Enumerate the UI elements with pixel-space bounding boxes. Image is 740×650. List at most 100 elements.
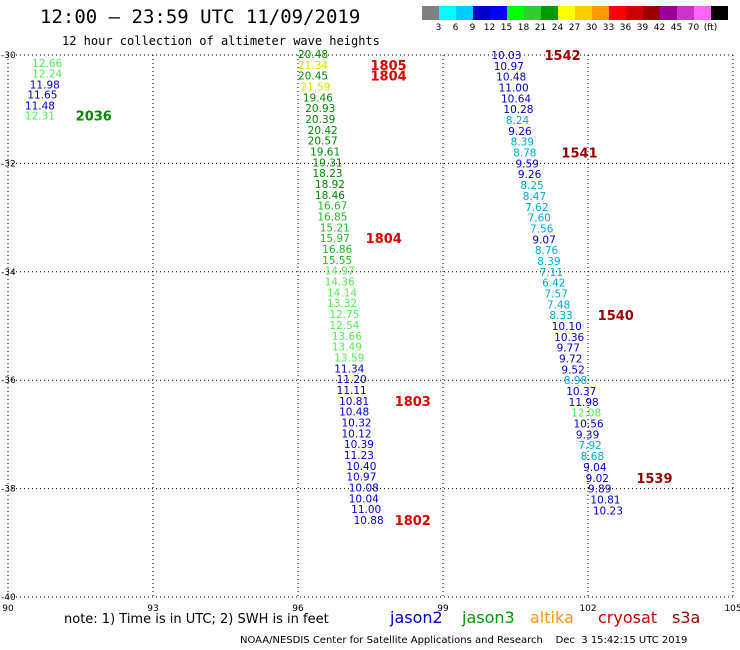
legend-label: 24 [551,23,564,33]
y-tick-label: -30 [1,51,16,61]
pass-id-label: 1539 [636,472,672,487]
pass-id-label: 1803 [395,395,431,410]
legend-label: 21 [534,23,547,33]
wave-height-label: 10.97 [346,472,376,484]
legend-labels: 3 6 9 12 15 18 21 24 27 30 33 36 39 42 45 70 (ft) [422,23,728,33]
pass-id-label: 1540 [598,309,634,324]
pass-id-label: 2036 [76,110,112,125]
satellite-s3a: s3a [672,608,701,627]
wave-height-label: 11.20 [337,374,367,386]
pass-id-label: 1804 [366,232,402,247]
legend-label: 33 [602,23,615,33]
wave-height-label: 10.12 [342,428,372,440]
legend-label: 15 [500,23,513,33]
y-tick-label: -40 [1,593,16,603]
legend-swatch-14 [660,6,677,20]
wave-height-label: 9.26 [518,169,542,181]
satellite-jason2: jason2 [390,608,443,627]
wave-height-label: 6.42 [542,278,565,290]
wave-height-label: 13.66 [332,331,362,343]
wave-height-label: 10.37 [566,386,596,398]
wave-height-label: 19.61 [310,146,340,158]
satellite-jason3: jason3 [462,608,515,627]
wave-height-label: 9.02 [586,473,609,485]
legend-label: 3 [435,23,442,33]
pass-id-label: 1805 [371,59,407,74]
wave-height-label: 10.03 [491,50,521,62]
satellite-cryosat: cryosat [598,608,658,627]
y-tick-label: -36 [1,376,16,386]
wave-height-label: 10.81 [590,494,620,506]
legend-label: 9 [469,23,476,33]
y-tick-label: -38 [1,485,16,495]
wave-height-label: 19.31 [313,157,343,169]
wave-height-label: 14.14 [327,287,357,299]
wave-height-label: 7.56 [530,223,554,235]
legend-swatch-7 [541,6,558,20]
legend-swatch-15 [677,6,694,20]
pass-id-label: 1804 [371,70,407,85]
wave-height-label: 9.04 [583,462,607,474]
wave-height-label: 9.77 [557,343,580,355]
wave-height-label: 10.40 [346,461,376,473]
wave-height-label: 20.39 [305,114,335,126]
wave-height-label: 11.65 [27,90,57,102]
wave-height-label: 10.88 [354,515,384,527]
wave-height-label: 10.36 [554,332,584,344]
legend-label: 30 [585,23,598,33]
wave-height-label: 8.68 [581,451,604,463]
wave-height-label: 21.59 [300,81,330,93]
chart-subtitle: 12 hour collection of altimeter wave hei… [62,34,380,48]
wave-height-label: 16.86 [322,244,352,256]
wave-height-label: 11.34 [334,363,364,375]
wave-height-label: 8.24 [506,115,530,127]
wave-height-label: 10.08 [349,483,379,495]
pass-id-label: 1542 [545,49,581,64]
wave-height-label: 12.31 [25,111,55,123]
wave-height-label: 12.08 [571,408,601,420]
wave-height-label: 10.48 [339,407,369,419]
legend-swatch-17 [711,6,728,20]
legend-swatch-5 [507,6,524,20]
wave-height-label: 11.98 [30,79,60,91]
wave-height-label: 10.23 [593,505,623,517]
wave-height-label: 8.98 [564,375,587,387]
wave-height-label: 8.47 [523,191,546,203]
legend-label: 12 [483,23,496,33]
wave-height-label: 15.97 [320,233,350,245]
wave-height-label: 8.39 [511,137,534,149]
wave-height-label: 11.48 [25,100,55,112]
legend-label: (ft) [703,23,718,33]
chart-title: 12:00 — 23:59 UTC 11/09/2019 [40,6,361,28]
color-legend: 3 6 9 12 15 18 21 24 27 30 33 36 39 42 45 70 (ft) [422,6,728,33]
legend-label: 27 [568,23,581,33]
wave-height-label: 20.57 [308,136,338,148]
wave-height-label: 14.36 [325,277,355,289]
x-tick-label: 90 [2,604,14,614]
wave-height-label: 7.48 [547,299,570,311]
satellite-altika: altika [530,608,574,627]
legend-swatch-13 [643,6,660,20]
wave-height-label: 20.93 [305,103,335,115]
wave-height-label: 12.75 [329,309,359,321]
wave-height-label: 7.92 [578,440,601,452]
wave-height-label: 12.66 [32,58,62,70]
wave-height-label: 9.07 [532,234,555,246]
wave-height-label: 21.34 [298,60,328,72]
wave-height-label: 11.11 [337,385,367,397]
wave-height-label: 10.64 [501,93,531,105]
chart-footer: NOAA/NESDIS Center for Satellite Applica… [240,635,688,646]
y-tick-label: -34 [1,268,16,278]
chart-note: note: 1) Time is in UTC; 2) SWH is in fe… [64,612,329,627]
wave-height-label: 18.46 [315,190,345,202]
wave-height-label: 10.48 [496,72,526,84]
legend-label: 70 [687,23,700,33]
wave-height-label: 20.48 [298,49,328,61]
wave-height-label: 18.92 [315,179,345,191]
wave-height-label: 13.32 [327,298,357,310]
wave-height-label: 9.26 [508,126,532,138]
wave-height-label: 9.89 [588,484,611,496]
x-tick-label: 102 [579,604,596,614]
x-tick-label: 93 [147,604,158,614]
wave-height-label: 11.00 [351,504,381,516]
